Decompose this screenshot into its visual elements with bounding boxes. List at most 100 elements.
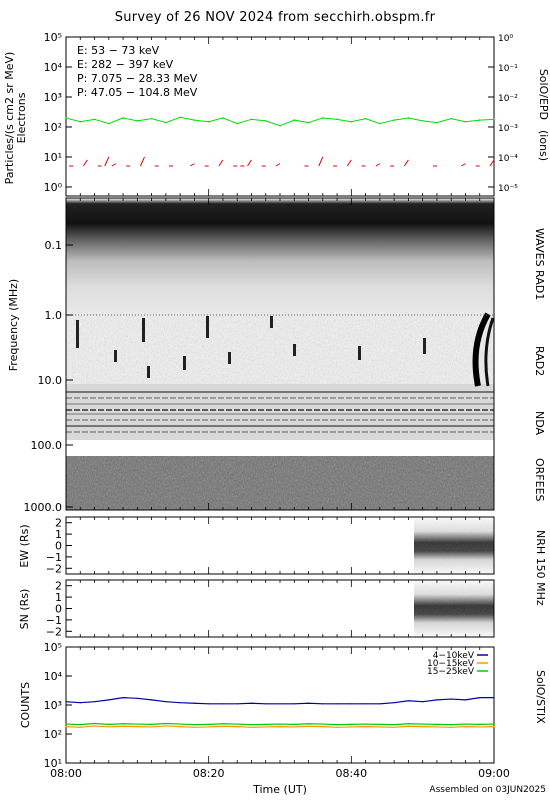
stix-point-1 xyxy=(379,726,381,728)
stix-point-2 xyxy=(407,723,409,725)
stix-point-1 xyxy=(193,726,195,728)
stix-point-1 xyxy=(422,725,424,728)
epd-ylabel-ions: (ions) xyxy=(537,130,550,161)
rad2-burst xyxy=(270,316,273,328)
stix-point-2 xyxy=(79,724,81,726)
epd-point-e53 xyxy=(393,119,395,121)
stix-point-0 xyxy=(493,696,495,699)
x-axis-label: Time (UT) xyxy=(252,783,307,796)
epd-point-e53 xyxy=(65,117,67,119)
stix-point-0 xyxy=(222,703,224,705)
stix-point-0 xyxy=(151,699,153,701)
stix-point-0 xyxy=(179,702,181,704)
stix-point-2 xyxy=(93,722,96,725)
ew-ytick-label: −1 xyxy=(46,551,62,564)
epd-point-e53 xyxy=(207,120,210,123)
stix-point-1 xyxy=(165,725,167,727)
stix-point-1 xyxy=(151,726,153,728)
stix-point-2 xyxy=(293,723,295,725)
x-tick-label: 09:00 xyxy=(478,767,510,780)
epd-point-e53 xyxy=(478,119,481,121)
x-tick-label: 08:20 xyxy=(193,767,225,780)
stix-point-2 xyxy=(65,723,67,725)
rad2-bursts xyxy=(76,316,426,378)
stix-point-2 xyxy=(208,723,210,725)
label-rad2: RAD2 xyxy=(533,346,546,376)
stix-point-0 xyxy=(136,697,138,699)
label-nda: NDA xyxy=(533,411,546,436)
ew-ylabel: EW (Rs) xyxy=(18,524,31,567)
nrh-right-label: NRH 150 MHz xyxy=(534,530,547,606)
stix-point-1 xyxy=(236,725,238,728)
stix-ytick-label: 10² xyxy=(44,728,62,741)
epd-point-e282 xyxy=(111,163,117,167)
ew-ytick-label: −2 xyxy=(46,562,62,575)
stix-point-0 xyxy=(307,702,310,704)
epd-point-e282 xyxy=(318,156,324,167)
stix-point-0 xyxy=(479,696,481,699)
stix-ytick-label: 10⁴ xyxy=(44,670,63,683)
rad2-burst xyxy=(228,352,231,364)
stix-point-1 xyxy=(493,725,495,728)
spec-ytick-label: 100.0 xyxy=(31,439,63,452)
epd-point-e53 xyxy=(122,117,124,119)
epd-point-e282 xyxy=(82,159,88,167)
epd-ylabel-electrons: Electrons xyxy=(15,92,28,143)
epd-legend-item: E: 282 − 397 keV xyxy=(77,58,174,71)
stix-point-0 xyxy=(293,703,295,705)
stix-point-2 xyxy=(365,723,367,725)
stix-point-0 xyxy=(79,702,81,704)
epd-ytick-label: 10³ xyxy=(44,91,62,104)
epd-point-e282 xyxy=(140,156,145,167)
epd-point-e53 xyxy=(165,121,167,124)
nrh-ew-panel: 210−1−2 EW (Rs) xyxy=(18,516,495,575)
stix-point-1 xyxy=(79,726,81,728)
stix-point-0 xyxy=(322,703,324,705)
sn-ytick-label: 2 xyxy=(55,580,62,593)
epd-point-e53 xyxy=(193,119,196,121)
stix-point-1 xyxy=(393,726,395,728)
stix-point-0 xyxy=(379,703,381,705)
stix-point-0 xyxy=(464,699,467,701)
nrh-sn-panel: 210−1−2 SN (Rs) NRH 150 MHz xyxy=(18,530,547,638)
epd-yticks-right: 10⁻⁵ 10⁻⁴ 10⁻³ 10⁻² 10⁻¹ 10⁰ xyxy=(488,34,518,194)
stix-point-1 xyxy=(307,725,310,727)
stix-point-0 xyxy=(65,701,67,703)
spectrogram-ylabel: Frequency (MHz) xyxy=(7,279,20,371)
stix-point-1 xyxy=(450,726,452,728)
stix-point-2 xyxy=(250,724,253,726)
epd-series xyxy=(65,116,495,167)
stix-point-0 xyxy=(93,701,96,703)
stix-point-1 xyxy=(365,725,367,728)
ew-yticks: 210−1−2 xyxy=(46,517,72,575)
stix-point-0 xyxy=(208,703,210,705)
spec-ytick-label: 1.0 xyxy=(45,309,63,322)
epd-point-e53 xyxy=(407,117,410,119)
spectrogram-panel: 0.1 1.0 10.0 100.0 1000.0 Frequency (MHz) WA… xyxy=(7,197,546,514)
epd-point-e282 xyxy=(489,159,495,167)
rad2-burst xyxy=(76,320,79,348)
epd-point-e53 xyxy=(307,121,310,124)
stix-point-2 xyxy=(122,723,124,725)
stix-point-2 xyxy=(436,723,438,725)
stix-point-1 xyxy=(179,725,181,728)
spectrogram-curve xyxy=(472,312,495,387)
epd-ytick-right-label: 10⁻³ xyxy=(498,124,518,134)
stix-point-2 xyxy=(322,723,324,725)
stix-point-0 xyxy=(365,703,367,705)
stix-point-2 xyxy=(336,724,338,726)
epd-point-e282 xyxy=(346,159,352,167)
stix-point-1 xyxy=(122,725,124,727)
epd-ytick-label: 10¹ xyxy=(44,151,62,164)
rad2-burst xyxy=(206,316,209,338)
epd-point-e53 xyxy=(464,120,467,123)
stix-series xyxy=(65,696,495,728)
stix-point-1 xyxy=(65,725,67,728)
sn-ytick-label: −2 xyxy=(46,625,62,638)
stix-point-1 xyxy=(136,725,138,728)
epd-point-e53 xyxy=(421,120,424,122)
stix-point-1 xyxy=(464,725,467,728)
epd-point-e53 xyxy=(450,117,453,120)
stix-point-2 xyxy=(393,724,395,726)
